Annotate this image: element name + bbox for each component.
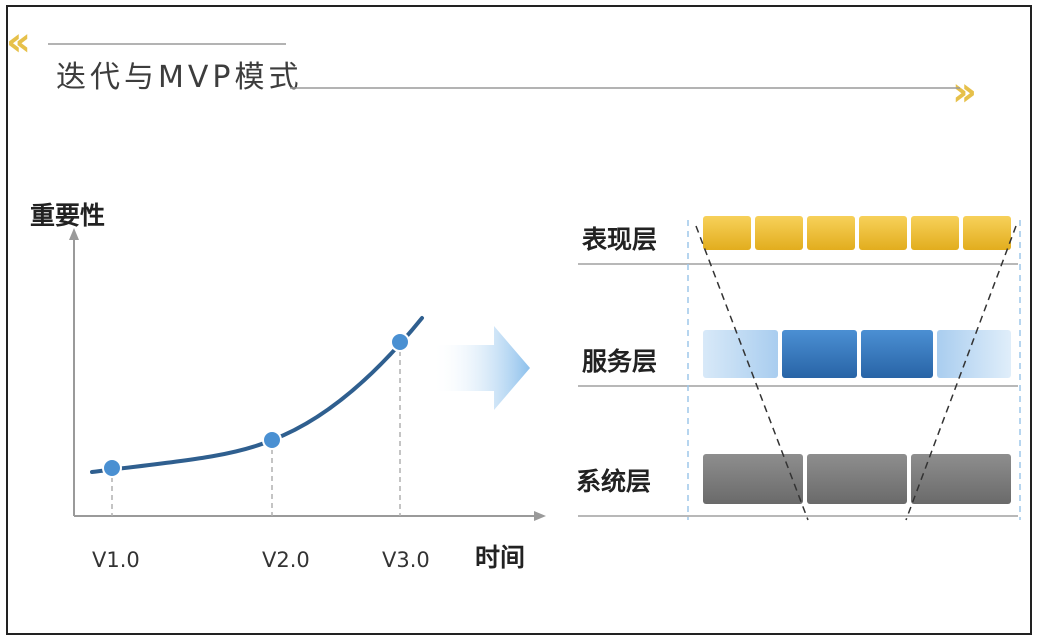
service-block <box>861 330 933 378</box>
y-axis-label: 重要性 <box>30 201 106 230</box>
system-block <box>911 454 1011 504</box>
diagram-frame <box>6 5 1032 635</box>
version-label-v2: V2.0 <box>262 548 310 572</box>
service-block <box>782 330 857 378</box>
presentation-block <box>807 216 855 250</box>
version-label-v1: V1.0 <box>92 548 140 572</box>
version-label-v3: V3.0 <box>382 548 430 572</box>
service-block <box>703 330 778 378</box>
presentation-block <box>703 216 751 250</box>
funnel-line-right <box>905 225 1017 521</box>
system-block <box>703 454 803 504</box>
system-block <box>807 454 907 504</box>
presentation-block <box>755 216 803 250</box>
funnel-line-left <box>695 225 809 521</box>
presentation-block <box>963 216 1011 250</box>
layer-label-service: 服务层 <box>582 347 658 376</box>
layer-label-presentation: 表现层 <box>582 225 658 254</box>
y-axis-arrow <box>69 228 79 240</box>
service-block <box>937 330 1011 378</box>
presentation-block <box>911 216 959 250</box>
x-axis-label: 时间 <box>475 543 526 572</box>
point-v1 <box>102 458 122 478</box>
presentation-block <box>859 216 907 250</box>
layer-label-system: 系统层 <box>576 467 652 496</box>
point-v2 <box>262 430 282 450</box>
transition-arrow <box>432 326 530 410</box>
point-v3 <box>390 332 410 352</box>
growth-curve <box>90 316 424 474</box>
page-title: 迭代与MVP模式 <box>56 60 303 95</box>
x-axis-arrow <box>534 511 546 521</box>
